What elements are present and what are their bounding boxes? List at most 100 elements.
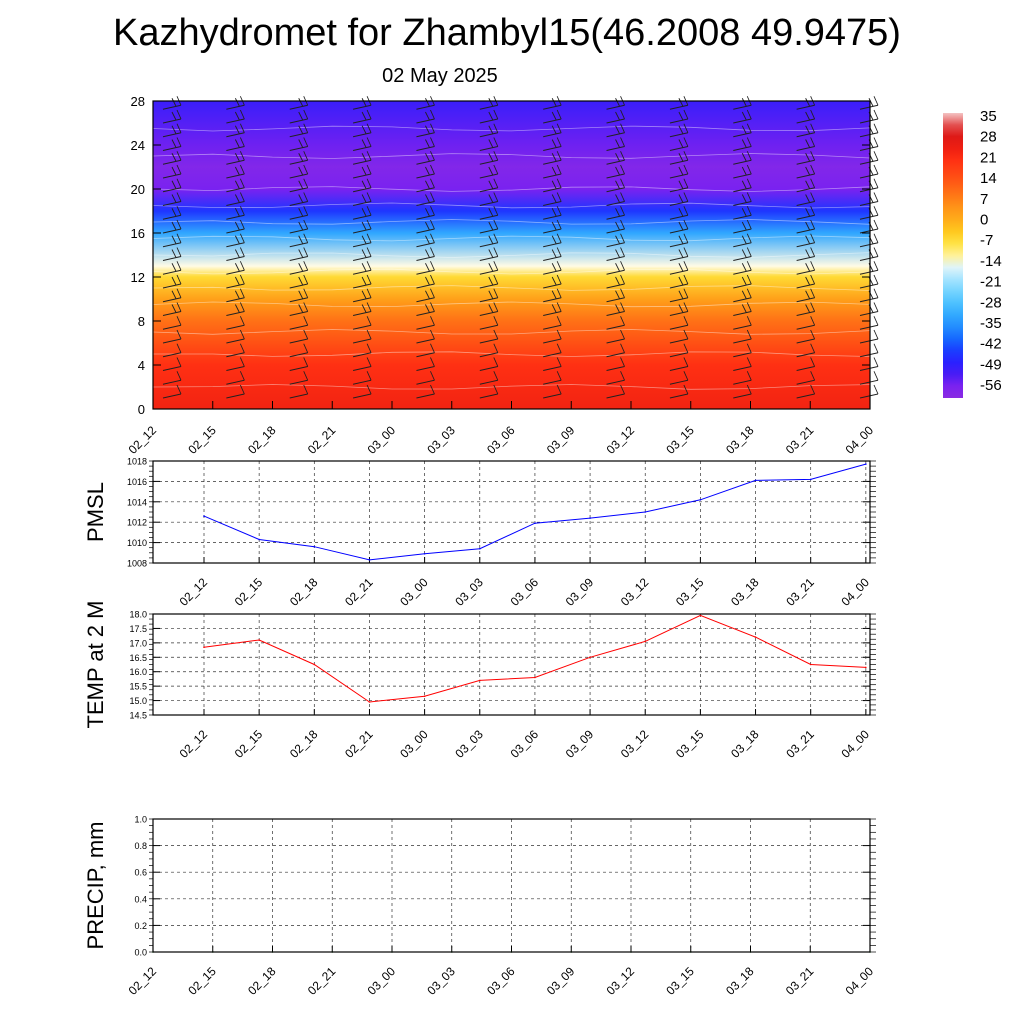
barb-feather bbox=[868, 98, 874, 107]
barb-feather bbox=[620, 247, 625, 257]
barb-shaft bbox=[669, 297, 689, 303]
barb-feather bbox=[366, 137, 372, 147]
barb-feather bbox=[493, 164, 499, 175]
wind-barb bbox=[606, 206, 625, 220]
barb-feather bbox=[303, 137, 309, 147]
barb-shaft bbox=[606, 283, 625, 289]
barb-shaft bbox=[669, 324, 689, 330]
barb-shaft bbox=[859, 324, 879, 330]
colorbar-label: -35 bbox=[980, 315, 1002, 332]
wind-barb bbox=[479, 178, 499, 193]
barb-feather bbox=[805, 153, 811, 162]
wind-barb bbox=[352, 316, 372, 330]
barb-feather bbox=[556, 357, 562, 367]
barb-feather bbox=[810, 371, 816, 381]
barb-shaft bbox=[289, 324, 308, 330]
barb-feather bbox=[488, 194, 494, 203]
wind-barb bbox=[479, 109, 499, 124]
wind-barb bbox=[416, 329, 435, 344]
wind-barb bbox=[669, 371, 689, 385]
x-tick-label: 03_03 bbox=[452, 727, 486, 761]
wind-barb bbox=[859, 343, 879, 358]
barb-feather bbox=[873, 206, 879, 216]
barb-feather bbox=[615, 276, 620, 286]
barb-shaft bbox=[416, 311, 435, 316]
barb-feather bbox=[746, 302, 752, 312]
wind-barb bbox=[289, 192, 309, 206]
barb-shaft bbox=[289, 256, 308, 261]
wind-barb bbox=[162, 178, 182, 193]
barb-feather bbox=[746, 137, 752, 147]
wind-barb bbox=[352, 233, 372, 248]
barb-shaft bbox=[226, 228, 245, 234]
x-tick-label: 03_15 bbox=[663, 964, 697, 998]
barb-feather bbox=[810, 219, 816, 230]
data-point bbox=[589, 517, 591, 519]
wind-barb bbox=[606, 164, 625, 179]
barb-shaft bbox=[669, 187, 689, 193]
wind-barb bbox=[733, 261, 752, 275]
barb-feather bbox=[741, 208, 747, 217]
data-point bbox=[644, 640, 646, 643]
barb-shaft bbox=[859, 269, 879, 275]
barb-feather bbox=[873, 302, 879, 312]
wind-barb bbox=[733, 302, 752, 316]
barb-shaft bbox=[479, 104, 498, 110]
barb-feather bbox=[298, 139, 304, 148]
barb-feather bbox=[805, 111, 811, 121]
barb-feather bbox=[805, 221, 811, 231]
barb-feather bbox=[683, 151, 689, 161]
y-tick-label: 0.4 bbox=[134, 894, 147, 904]
barb-feather bbox=[176, 357, 182, 367]
x-tick-label: 02_12 bbox=[177, 727, 211, 761]
barb-feather bbox=[810, 274, 816, 285]
barb-feather bbox=[493, 371, 499, 381]
barb-shaft bbox=[352, 256, 372, 261]
barb-feather bbox=[805, 139, 811, 148]
barb-feather bbox=[746, 329, 752, 340]
chart-date: 02 May 2025 bbox=[382, 65, 498, 87]
barb-feather bbox=[741, 221, 747, 231]
barb-feather bbox=[171, 111, 177, 121]
y-tick-label: 1018 bbox=[127, 457, 147, 467]
barb-shaft bbox=[669, 104, 689, 110]
barb-feather bbox=[303, 192, 309, 202]
x-tick-label: 03_12 bbox=[618, 575, 652, 609]
barb-feather bbox=[430, 274, 435, 285]
barb-feather bbox=[551, 166, 557, 176]
barb-feather bbox=[683, 123, 689, 133]
barb-feather bbox=[805, 125, 811, 134]
barb-feather bbox=[239, 274, 245, 285]
barb-feather bbox=[430, 206, 435, 216]
barb-shaft bbox=[352, 283, 372, 289]
wind-barb bbox=[606, 288, 625, 303]
barb-feather bbox=[746, 219, 752, 230]
barb-feather bbox=[234, 194, 240, 203]
barb-feather bbox=[361, 276, 367, 286]
barb-feather bbox=[551, 153, 557, 162]
barb-feather bbox=[488, 221, 494, 231]
barb-shaft bbox=[796, 187, 815, 193]
barb-feather bbox=[556, 329, 562, 340]
data-point bbox=[809, 478, 812, 481]
barb-feather bbox=[810, 302, 816, 312]
wind-barb bbox=[859, 384, 879, 399]
wind-barb bbox=[162, 343, 182, 358]
wind-barb bbox=[416, 316, 435, 330]
wind-barb bbox=[669, 288, 689, 303]
data-point bbox=[699, 614, 702, 617]
wind-barb bbox=[352, 288, 372, 303]
wind-barb bbox=[352, 329, 372, 344]
barb-feather bbox=[615, 153, 620, 162]
barb-feather bbox=[805, 276, 811, 286]
temperature-colorbar: 35 28 21 14 7 0 -7 -14 -21 -28 -35 -42 -49 -56 bbox=[943, 108, 1002, 398]
wind-barb bbox=[416, 192, 435, 206]
wind-barb bbox=[416, 288, 435, 303]
barb-feather bbox=[176, 316, 182, 326]
wind-barb bbox=[162, 357, 182, 371]
barb-feather bbox=[298, 111, 304, 121]
barb-feather bbox=[366, 302, 372, 312]
barb-feather bbox=[810, 288, 816, 298]
wind-barb bbox=[352, 206, 372, 220]
x-tick-label: 03_18 bbox=[728, 727, 762, 761]
